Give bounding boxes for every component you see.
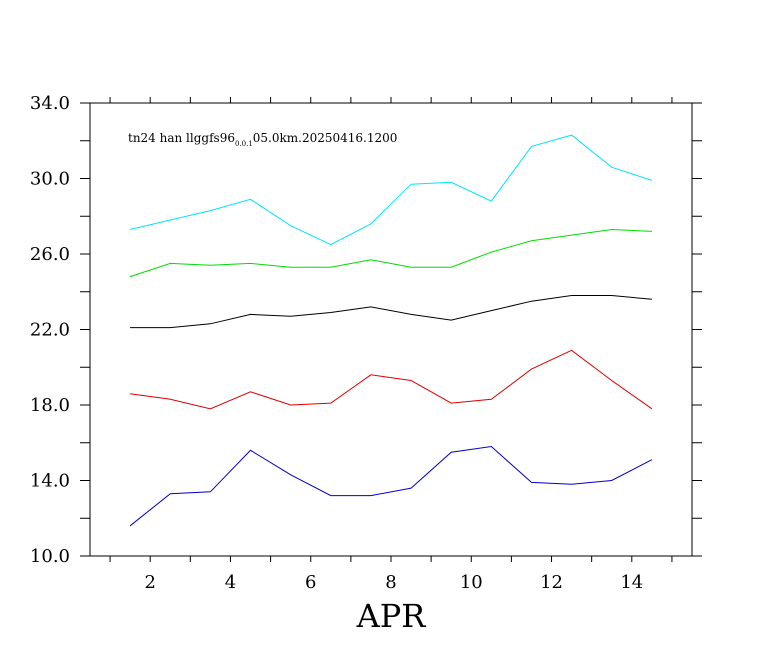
series-line-3: [130, 295, 652, 329]
y-tick-label: 34.0: [30, 93, 70, 114]
y-tick-label: 26.0: [30, 244, 70, 265]
y-axis: 10.0 14.0 18.0 22.0 26.0 30.0 34.0: [30, 93, 702, 567]
y-tick-label: 18.0: [30, 395, 70, 416]
x-tick-label: 4: [225, 572, 236, 593]
x-tick-label: 6: [305, 572, 316, 593]
x-tick-label: 10: [460, 572, 483, 593]
y-tick-label: 30.0: [30, 169, 70, 190]
chart-title-suffix: 05.0km.20250416.1200: [253, 131, 398, 145]
series-line-2: [129, 228, 652, 278]
y-tick-label: 14.0: [30, 471, 70, 492]
y-tick-label: 10.0: [30, 546, 70, 567]
plot-frame: [89, 102, 693, 557]
series-line-4: [130, 349, 653, 410]
series-line-1: [129, 134, 653, 246]
x-axis-title: APR: [356, 597, 427, 635]
series-lines: [129, 134, 653, 527]
x-tick-label: 8: [385, 572, 396, 593]
y-tick-label: 22.0: [30, 320, 70, 341]
chart-title-subscript: 0.0.1: [235, 140, 253, 148]
series-line-5: [129, 445, 653, 527]
x-tick-label: 12: [540, 572, 563, 593]
x-axis: 2 4 6 8 10 12 14: [109, 97, 673, 593]
x-tick-label: 14: [620, 572, 643, 593]
x-tick-label: 2: [144, 572, 155, 593]
chart-title: tn24 han llggfs960.0.105.0km.20250416.12…: [128, 131, 397, 148]
chart-title-prefix: tn24 han llggfs96: [128, 131, 235, 145]
